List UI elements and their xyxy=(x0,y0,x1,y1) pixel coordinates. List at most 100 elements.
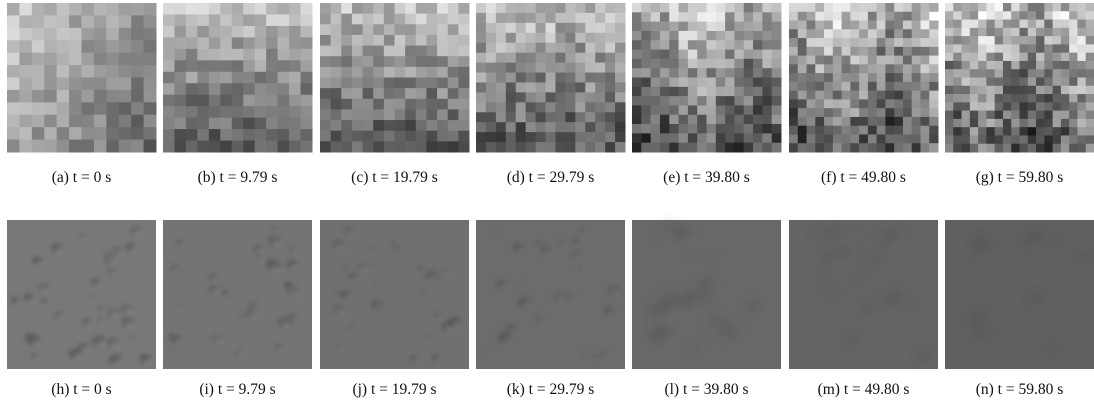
pixel xyxy=(320,24,331,35)
crater-rim xyxy=(337,293,340,295)
pixel xyxy=(807,126,816,135)
pixel xyxy=(815,143,824,152)
pixel xyxy=(7,53,20,66)
pixel xyxy=(119,15,132,28)
pixel xyxy=(448,3,459,14)
pixel xyxy=(789,91,798,100)
pixel xyxy=(476,132,486,142)
pixel xyxy=(565,63,575,73)
pixel xyxy=(850,82,859,91)
pixel xyxy=(458,3,469,14)
pixel xyxy=(209,83,221,95)
page: (a) t = 0 s(b) t = 9.79 s(c) t = 19.79 s… xyxy=(0,0,1094,408)
pixel xyxy=(69,127,82,140)
pixel xyxy=(352,120,363,131)
pixel xyxy=(978,102,987,111)
pixel xyxy=(753,133,763,143)
pixel xyxy=(458,99,469,110)
pixel xyxy=(970,135,979,144)
pixel xyxy=(232,26,244,38)
pixel xyxy=(1061,135,1070,144)
pixel xyxy=(266,118,278,130)
pixel xyxy=(986,111,995,120)
pixel xyxy=(945,144,954,153)
pixel xyxy=(798,3,807,12)
pixel xyxy=(1053,94,1062,103)
pixel xyxy=(1061,127,1070,136)
pixel xyxy=(448,88,459,99)
pixel xyxy=(850,134,859,143)
pixel xyxy=(824,38,833,47)
pixel xyxy=(920,47,929,56)
pixel xyxy=(986,11,995,20)
pixel xyxy=(44,15,57,28)
pixel xyxy=(894,143,903,152)
pixel xyxy=(978,144,987,153)
crater-rim xyxy=(522,284,526,287)
pixel xyxy=(929,99,938,108)
pixel xyxy=(476,112,486,122)
pixel xyxy=(1077,3,1086,12)
pixel xyxy=(1020,78,1029,87)
pixel xyxy=(707,40,717,50)
pixel xyxy=(395,131,406,142)
crater-rim xyxy=(567,298,576,305)
pixel xyxy=(131,65,144,78)
pixel xyxy=(352,35,363,46)
pixel xyxy=(94,15,107,28)
pixel xyxy=(995,44,1004,53)
crater-rim xyxy=(223,285,227,288)
pixel xyxy=(868,117,877,126)
pixel xyxy=(641,40,651,50)
pixel xyxy=(850,99,859,108)
pixel xyxy=(725,133,735,143)
pixel xyxy=(266,3,278,15)
pixel xyxy=(186,129,198,141)
pixel xyxy=(301,37,313,49)
pixel xyxy=(69,40,82,53)
pixel xyxy=(953,135,962,144)
pixel xyxy=(416,131,427,142)
pixel xyxy=(448,131,459,142)
pixel xyxy=(1069,111,1078,120)
pixel xyxy=(255,26,267,38)
pixel xyxy=(978,61,987,70)
pixel xyxy=(1011,119,1020,128)
pixel xyxy=(929,91,938,100)
pixel xyxy=(744,3,754,13)
pixel xyxy=(725,87,735,97)
pixel xyxy=(716,133,726,143)
pixel xyxy=(506,142,516,152)
crater-rim xyxy=(840,252,851,260)
pixel xyxy=(912,3,921,12)
pixel xyxy=(641,12,651,22)
pixel xyxy=(341,109,352,120)
pixel xyxy=(1069,3,1078,12)
pixel xyxy=(798,126,807,135)
pixel xyxy=(945,86,954,95)
image-panel xyxy=(7,3,157,153)
crater-rim xyxy=(47,288,50,290)
pixel xyxy=(416,141,427,152)
pixel xyxy=(496,43,506,53)
pixel xyxy=(278,14,290,26)
pixel xyxy=(833,134,842,143)
pixel xyxy=(232,49,244,61)
pixel xyxy=(995,94,1004,103)
pixel xyxy=(220,49,232,61)
pixel xyxy=(842,12,851,21)
pixel xyxy=(877,143,886,152)
pixel xyxy=(753,59,763,69)
pixel xyxy=(232,72,244,84)
pixel xyxy=(807,82,816,91)
pixel xyxy=(119,3,132,16)
pixel xyxy=(807,143,816,152)
pixel xyxy=(970,44,979,53)
pixel xyxy=(798,29,807,38)
pixel xyxy=(833,3,842,12)
pixel xyxy=(868,134,877,143)
pixel xyxy=(815,56,824,65)
pixel xyxy=(868,108,877,117)
pixel xyxy=(341,131,352,142)
crater-rim xyxy=(252,306,259,311)
